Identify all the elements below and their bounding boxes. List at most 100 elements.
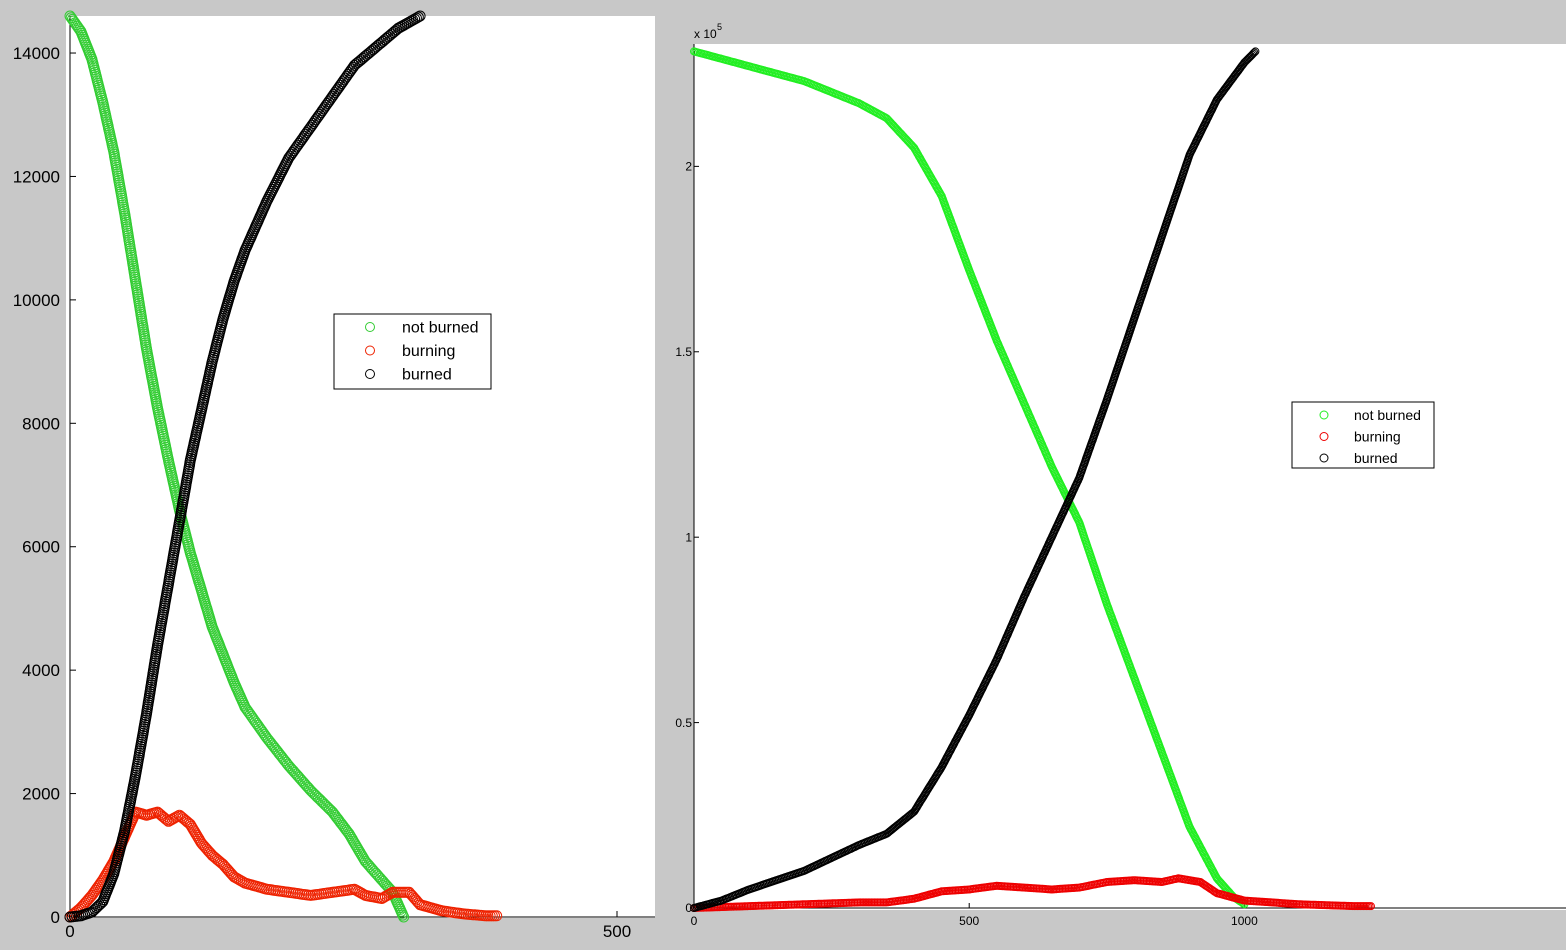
- data-point: [205, 848, 217, 860]
- x-tick-label: 0: [691, 914, 698, 928]
- data-point: [1250, 48, 1259, 57]
- chart-left: [66, 16, 655, 918]
- legend-marker: [365, 322, 375, 332]
- data-point: [292, 139, 304, 151]
- y-tick-label: 0: [51, 908, 60, 927]
- data-point: [301, 127, 313, 138]
- series-not-burned: [64, 10, 410, 923]
- data-point: [300, 128, 311, 140]
- series-not-burned: [690, 47, 1249, 909]
- data-point: [314, 108, 326, 120]
- x-tick-label: 1000: [1231, 914, 1258, 928]
- data-point: [345, 65, 357, 77]
- data-point: [318, 103, 330, 115]
- y-multiplier-exponent: 5: [717, 22, 722, 32]
- data-point: [296, 134, 308, 146]
- data-point: [289, 143, 301, 155]
- legend-marker: [1319, 410, 1329, 420]
- data-point: [216, 857, 228, 869]
- data-point: [297, 132, 309, 144]
- data-point: [285, 148, 297, 160]
- data-point: [247, 712, 259, 724]
- data-point: [293, 137, 305, 149]
- legend: not burned burning burned: [333, 313, 492, 390]
- data-point: [330, 85, 342, 97]
- data-point: [333, 81, 345, 93]
- data-point: [303, 123, 315, 135]
- y-tick-label: 2: [685, 160, 692, 174]
- y-tick-label: 12000: [13, 167, 60, 186]
- data-point: [328, 88, 340, 100]
- legend-marker: [365, 369, 375, 379]
- data-point: [255, 723, 266, 735]
- legend-label: not burned: [1354, 407, 1421, 423]
- y-tick-label: 2000: [22, 785, 60, 804]
- data-point: [248, 714, 260, 726]
- legend-marker: [1319, 432, 1329, 441]
- data-point: [1366, 902, 1375, 911]
- legend-label: burned: [402, 367, 452, 384]
- data-point: [252, 719, 264, 731]
- data-point: [307, 118, 319, 129]
- data-point: [294, 136, 306, 148]
- data-point: [288, 145, 300, 157]
- legend-box: [333, 313, 492, 390]
- data-point: [287, 147, 299, 158]
- data-point: [1251, 47, 1260, 56]
- chart-right: [694, 44, 1566, 910]
- legend: not burned burning burned: [1291, 401, 1435, 469]
- y-tick-label: 1.5: [675, 345, 692, 359]
- x-tick-label: 500: [959, 914, 979, 928]
- data-point: [491, 910, 503, 922]
- legend-label: burning: [1354, 428, 1401, 444]
- chart-1: 0 2000 4000 6000 8000 10000 12000 14000 0 500 not …: [13, 10, 655, 941]
- data-point: [249, 716, 261, 728]
- data-point: [337, 76, 349, 88]
- y-multiplier-label: x 10: [694, 27, 717, 41]
- y-tick-label: 10000: [13, 291, 60, 310]
- data-point: [306, 119, 318, 131]
- data-point: [159, 813, 171, 825]
- chart-2: 0 0.5 1 1.5 2 0 500 1000 x 10 5 not burned burning b…: [675, 22, 1566, 928]
- data-point: [329, 87, 341, 99]
- data-point: [204, 846, 215, 858]
- data-point: [239, 701, 251, 713]
- x-tick-label: 0: [65, 922, 74, 941]
- data-point: [338, 74, 350, 86]
- data-point: [332, 83, 344, 95]
- data-point: [244, 708, 256, 720]
- data-point: [321, 98, 333, 109]
- data-point: [310, 114, 322, 126]
- data-point: [414, 10, 426, 22]
- legend-label: not burned: [402, 320, 479, 337]
- series-burned: [64, 10, 426, 923]
- data-point: [246, 710, 257, 722]
- legend-box: [1291, 401, 1435, 469]
- data-point: [323, 96, 335, 108]
- data-point: [398, 911, 410, 923]
- data-point: [341, 70, 353, 82]
- data-point: [336, 78, 348, 89]
- data-point: [291, 141, 302, 153]
- y-tick-label: 0.5: [675, 716, 692, 730]
- data-point: [319, 101, 331, 113]
- legend-marker: [1319, 453, 1329, 463]
- y-tick-label: 4000: [22, 661, 60, 680]
- data-point: [1249, 49, 1258, 58]
- data-point: [325, 92, 337, 104]
- data-point: [257, 727, 269, 739]
- data-point: [327, 90, 339, 102]
- y-tick-label: 6000: [22, 538, 60, 557]
- data-point: [342, 68, 354, 80]
- data-point: [311, 112, 323, 124]
- data-point: [312, 110, 324, 122]
- data-point: [339, 72, 351, 84]
- x-tick-label: 500: [603, 922, 631, 941]
- data-point: [315, 107, 327, 119]
- y-tick-label: 8000: [22, 414, 60, 433]
- data-point: [320, 99, 332, 111]
- data-point: [283, 152, 295, 164]
- data-point: [324, 94, 336, 106]
- data-point: [284, 150, 296, 162]
